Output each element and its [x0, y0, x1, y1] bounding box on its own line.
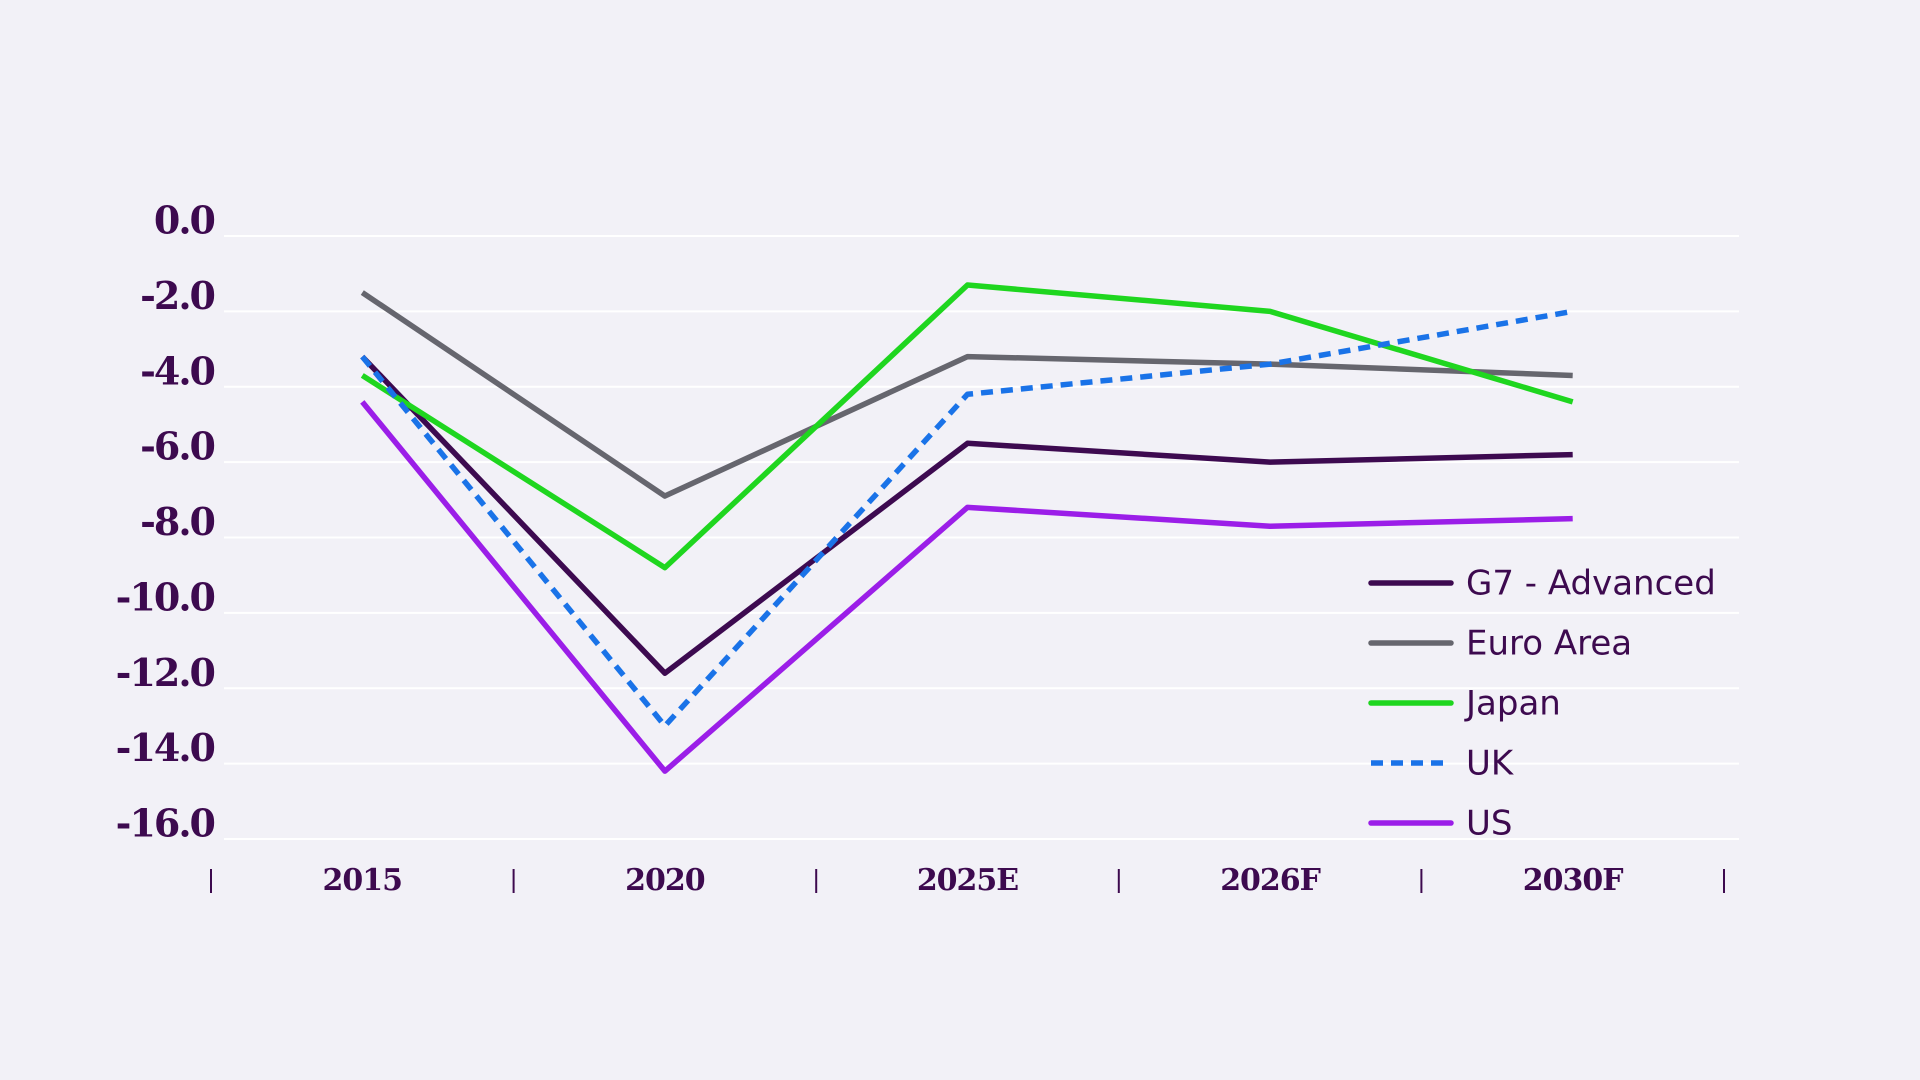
legend-label: Japan — [1464, 684, 1561, 724]
series-line — [360, 308, 1574, 729]
x-tick-label: 2026F — [1220, 863, 1320, 898]
y-tick-label: -4.0 — [140, 348, 214, 393]
x-tick-label: 2030F — [1523, 863, 1623, 898]
x-tick-label: 2020 — [625, 863, 705, 898]
x-tick-label: 2025E — [917, 863, 1018, 898]
legend-label: G7 - Advanced — [1466, 564, 1716, 604]
y-tick-label: -2.0 — [140, 273, 214, 318]
y-tick-label: -8.0 — [140, 499, 214, 544]
legend-label: US — [1466, 804, 1512, 844]
series-line — [360, 282, 1574, 571]
x-tick-label: 2015 — [323, 863, 403, 898]
y-tick-label: -16.0 — [116, 801, 215, 846]
y-tick-label: -10.0 — [116, 574, 215, 619]
y-tick-label: 0.0 — [154, 198, 215, 243]
y-tick-label: -14.0 — [116, 725, 215, 770]
y-tick-label: -6.0 — [140, 424, 214, 469]
legend-label: UK — [1466, 744, 1515, 784]
series-line — [360, 400, 1573, 774]
series-line — [360, 354, 1573, 676]
series-line — [360, 290, 1573, 499]
y-tick-label: -12.0 — [116, 650, 215, 695]
legend-label: Euro Area — [1466, 624, 1632, 664]
